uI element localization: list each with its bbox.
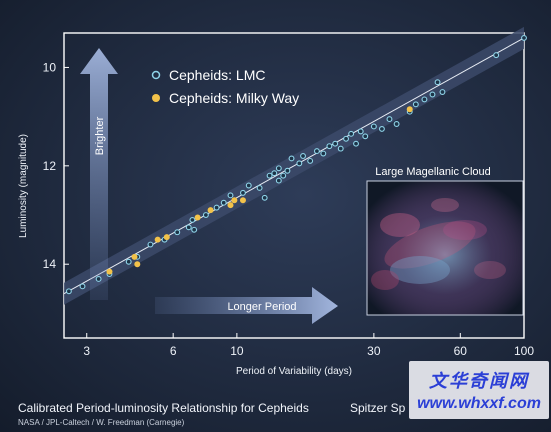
- milky-way-point: [406, 106, 413, 113]
- lmc-point: [429, 91, 436, 98]
- x-tick-label: 60: [454, 344, 468, 358]
- caption-mission: Spitzer Sp: [350, 401, 406, 415]
- lmc-point: [275, 177, 282, 184]
- lmc-point: [275, 165, 282, 172]
- lmc-point: [296, 160, 303, 167]
- lmc-point: [434, 79, 441, 86]
- fit-line: [63, 37, 525, 295]
- legend-marker-lmc: [151, 70, 161, 80]
- lmc-point: [439, 89, 446, 95]
- lmc-point: [240, 189, 246, 196]
- milky-way-point: [239, 197, 246, 204]
- lmc-point: [393, 121, 400, 127]
- inset-title: Large Magellanic Cloud: [375, 166, 491, 178]
- lmc-point: [256, 185, 263, 191]
- lmc-point: [493, 52, 500, 59]
- brighter-arrow: Brighter: [80, 48, 118, 300]
- lmc-point: [213, 204, 220, 211]
- lmc-point: [332, 140, 339, 147]
- lmc-point: [386, 116, 393, 123]
- lmc-point: [280, 172, 287, 179]
- lmc-point: [189, 216, 196, 223]
- lmc-point: [271, 170, 278, 177]
- x-tick-label: 30: [367, 344, 381, 358]
- x-tick-label: 10: [230, 344, 244, 358]
- x-tick-label: 100: [514, 344, 534, 358]
- lmc-nebula-texture: [371, 198, 506, 290]
- series-lmc-points: [65, 34, 527, 295]
- y-tick-labels: 10 12 14: [43, 60, 69, 271]
- lmc-point: [174, 229, 181, 236]
- x-axis-title: Period of Variability (days): [236, 366, 352, 377]
- longer-period-arrow: Longer Period: [155, 287, 338, 324]
- milky-way-point: [134, 261, 141, 268]
- lmc-image: [366, 180, 524, 316]
- x-tick-label: 3: [83, 344, 90, 358]
- milky-way-point: [106, 268, 113, 275]
- lmc-point: [412, 101, 419, 108]
- y-tick-label: 10: [43, 60, 57, 74]
- y-tick-label: 14: [43, 257, 57, 271]
- legend: Cepheids: LMC Cepheids: Milky Way: [151, 67, 299, 106]
- x-tick-labels: 3 6 10 30 60 100: [83, 333, 534, 358]
- lmc-point: [147, 241, 154, 248]
- brighter-label: Brighter: [94, 116, 106, 155]
- lmc-point: [79, 283, 86, 290]
- lmc-point: [313, 148, 320, 155]
- caption-credit: NASA / JPL-Caltech / W. Freedman (Carneg…: [18, 418, 185, 427]
- lmc-point: [220, 199, 227, 206]
- lmc-point: [65, 288, 72, 295]
- lmc-point: [521, 34, 527, 41]
- milky-way-point: [163, 234, 170, 241]
- lmc-point: [421, 96, 428, 103]
- y-tick-label: 12: [43, 159, 57, 173]
- lmc-point: [343, 135, 349, 142]
- legend-label-lmc: Cepheids: LMC: [169, 67, 266, 83]
- lmc-point: [95, 276, 102, 282]
- series-milky-way-points: [106, 106, 413, 275]
- lmc-point: [185, 224, 192, 231]
- milky-way-point: [194, 214, 201, 221]
- milky-way-point: [231, 197, 238, 204]
- caption-title: Calibrated Period-luminosity Relationshi…: [18, 401, 309, 415]
- legend-marker-milky-way: [152, 94, 160, 102]
- lmc-point: [370, 123, 377, 130]
- lmc-point: [337, 145, 344, 152]
- lmc-point: [300, 153, 306, 159]
- lmc-point: [288, 155, 295, 162]
- watermark-title: 文华奇闻网: [429, 371, 529, 391]
- lmc-point: [348, 130, 355, 137]
- lmc-point: [245, 182, 252, 189]
- lmc-point: [284, 167, 291, 174]
- lmc-point: [326, 143, 333, 150]
- lmc-point: [353, 140, 359, 147]
- lmc-point: [362, 133, 369, 140]
- milky-way-point: [131, 253, 138, 260]
- lmc-point: [191, 226, 198, 233]
- lmc-point: [320, 150, 327, 157]
- lmc-point: [378, 125, 385, 132]
- lmc-point: [125, 258, 132, 265]
- legend-label-milky-way: Cepheids: Milky Way: [169, 90, 299, 106]
- lmc-point: [307, 157, 314, 164]
- milky-way-point: [227, 202, 234, 209]
- milky-way-point: [154, 236, 161, 243]
- x-tick-label: 6: [170, 344, 177, 358]
- lmc-point: [202, 212, 209, 218]
- watermark: 文华奇闻网 www.whxxf.com: [409, 361, 549, 419]
- longer-period-label: Longer Period: [227, 301, 296, 313]
- lmc-point: [357, 128, 364, 135]
- y-axis-title: Luminosity (magnitude): [18, 134, 29, 238]
- lmc-point: [261, 194, 268, 201]
- watermark-url: www.whxxf.com: [417, 395, 541, 412]
- plot-area: [63, 32, 525, 339]
- lmc-point: [227, 192, 234, 199]
- milky-way-point: [207, 207, 214, 214]
- lmc-point: [266, 172, 273, 179]
- lmc-inset: Large Magellanic Cloud: [366, 166, 524, 316]
